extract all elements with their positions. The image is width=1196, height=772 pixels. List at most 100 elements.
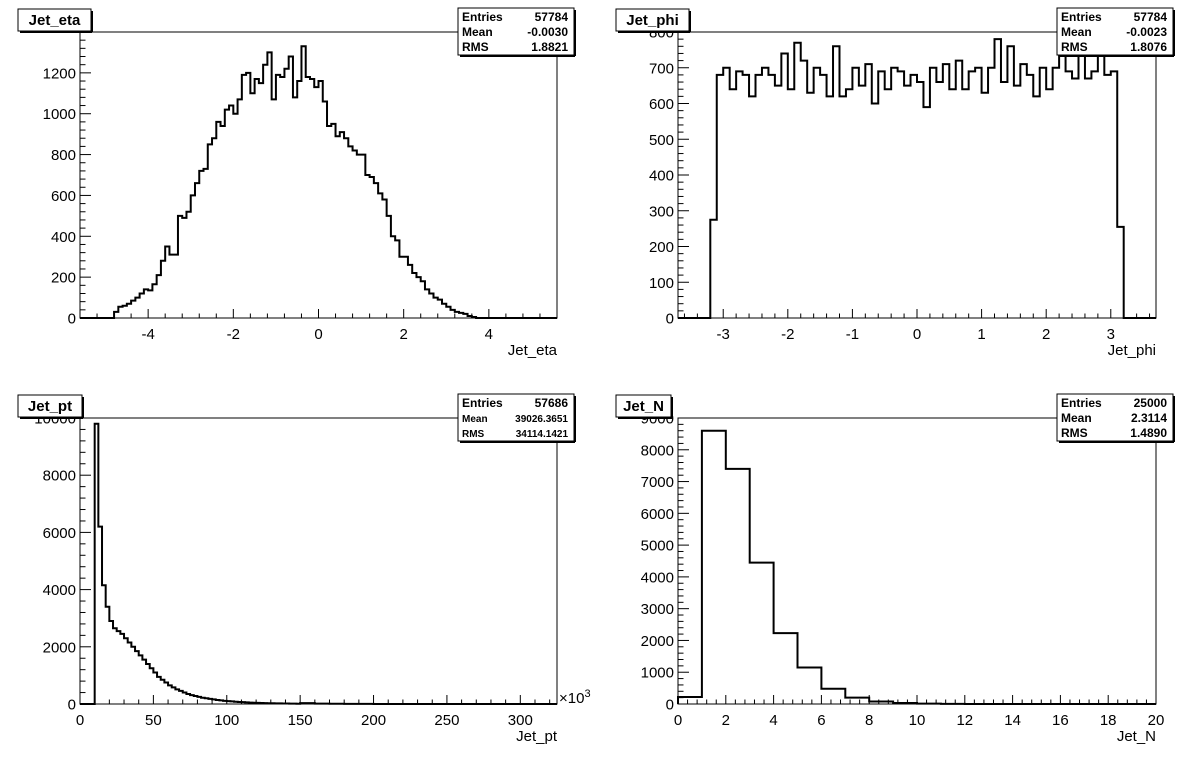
x-tick-label: 300 [508, 712, 533, 729]
x-tick-label: 6 [817, 712, 825, 729]
histogram-outline [678, 38, 1156, 319]
x-tick-label: 4 [485, 326, 493, 343]
y-tick-label: 6000 [43, 525, 76, 542]
stats-label: RMS [1061, 426, 1088, 440]
y-tick-label: 8000 [641, 442, 674, 459]
x-tick-label: 2 [1042, 326, 1050, 343]
stats-label: RMS [462, 429, 485, 440]
y-tick-label: 600 [649, 96, 674, 113]
y-tick-label: 6000 [641, 506, 674, 523]
x-tick-label: 0 [674, 712, 682, 729]
x-tick-label: 2 [400, 326, 408, 343]
histogram-panel-jet-pt: 0200040006000800010000050100150200250300… [17, 393, 591, 745]
y-tick-label: 500 [649, 132, 674, 149]
x-axis-title: Jet_pt [516, 728, 558, 745]
y-tick-label: 4000 [43, 582, 76, 599]
stats-value: 34114.1421 [516, 429, 569, 440]
y-tick-label: 1200 [43, 65, 76, 82]
x-axis-title: Jet_eta [508, 342, 558, 359]
x-tick-label: -2 [227, 326, 240, 343]
y-tick-label: 800 [51, 147, 76, 164]
stats-value: 39026.3651 [515, 414, 568, 425]
stats-label: Entries [1061, 396, 1102, 410]
histogram-title: Jet_pt [28, 398, 72, 415]
x-tick-label: 200 [361, 712, 386, 729]
x-tick-label: 50 [145, 712, 162, 729]
stats-value: 1.4890 [1130, 426, 1167, 440]
y-tick-label: 700 [649, 60, 674, 77]
stats-value: 1.8076 [1130, 40, 1167, 54]
x-tick-label: 12 [956, 712, 973, 729]
stats-value: 1.8821 [531, 40, 568, 54]
x-tick-label: 18 [1100, 712, 1117, 729]
stats-box-frame [457, 7, 575, 56]
stats-label: RMS [1061, 40, 1088, 54]
y-tick-label: 0 [68, 697, 76, 714]
stats-box: Entries 57784 Mean -0.0030 RMS 1.8821 [457, 7, 576, 57]
stats-box: Entries 57686 Mean 39026.3651 RMS 34114.1421 [457, 393, 576, 443]
stats-box: Entries 25000 Mean 2.3114 RMS 1.4890 [1056, 393, 1175, 443]
histogram-panel-jet-phi: 0100200300400500600700800-3-2-10123Jet_p… [615, 7, 1175, 359]
stats-value: 57784 [535, 10, 569, 24]
y-tick-label: 4000 [641, 569, 674, 586]
x-tick-label: 150 [288, 712, 313, 729]
y-tick-label: 2000 [641, 633, 674, 650]
stats-label: Mean [1061, 411, 1092, 425]
stats-value: 57686 [535, 396, 569, 410]
y-tick-label: 200 [649, 239, 674, 256]
x-tick-label: 0 [913, 326, 921, 343]
x-tick-label: -2 [781, 326, 794, 343]
y-tick-label: 1000 [43, 106, 76, 123]
x-tick-label: 14 [1004, 712, 1021, 729]
x-axis-title: Jet_N [1117, 728, 1156, 745]
x-tick-label: 10 [909, 712, 926, 729]
stats-label: Entries [1061, 10, 1102, 24]
plot-frame [79, 417, 558, 705]
stats-box-frame [457, 393, 575, 442]
y-tick-label: 7000 [641, 474, 674, 491]
x-axis-multiplier: ×103 [559, 688, 591, 707]
stats-value: 2.3114 [1131, 411, 1167, 425]
y-tick-label: 400 [649, 168, 674, 185]
x-axis-title: Jet_phi [1108, 342, 1156, 359]
stats-label: Mean [462, 414, 488, 425]
x-tick-label: 250 [434, 712, 459, 729]
stats-label: Mean [462, 25, 493, 39]
y-tick-label: 400 [51, 229, 76, 246]
histogram-panel-jet-n: 0100020003000400050006000700080009000024… [615, 393, 1175, 745]
y-tick-label: 100 [649, 275, 674, 292]
y-tick-label: 300 [649, 203, 674, 220]
stats-value: 25000 [1134, 396, 1168, 410]
histogram-title-box: Jet_N [615, 394, 673, 419]
y-tick-label: 8000 [43, 468, 76, 485]
histogram-outline [80, 45, 557, 319]
stats-box-frame [1056, 7, 1174, 56]
y-tick-label: 3000 [641, 601, 674, 618]
x-tick-label: 100 [214, 712, 239, 729]
histogram-outline [677, 429, 1156, 705]
x-tick-label: -4 [141, 326, 154, 343]
x-tick-label: -1 [846, 326, 859, 343]
histogram-panel-jet-eta: 0 200 400 600 800 1000 1200 -4 -2 0 2 4 Jet_eta Jet_e… [17, 7, 576, 359]
y-tick-label: 1000 [641, 665, 674, 682]
x-tick-label: 1 [977, 326, 985, 343]
stats-label: Entries [462, 10, 503, 24]
y-tick-label: 200 [51, 270, 76, 287]
y-tick-label: 600 [51, 188, 76, 205]
x-tick-label: 8 [865, 712, 873, 729]
x-tick-label: 16 [1052, 712, 1069, 729]
y-tick-label: 2000 [43, 639, 76, 656]
histogram-title-box: Jet_phi [615, 8, 691, 33]
histogram-title: Jet_eta [29, 12, 81, 29]
y-tick-label: 5000 [641, 538, 674, 555]
stats-label: Entries [462, 396, 503, 410]
histogram-title-box: Jet_pt [17, 394, 84, 419]
x-tick-label: 4 [769, 712, 777, 729]
x-tick-label: 0 [76, 712, 84, 729]
stats-value: -0.0030 [527, 25, 568, 39]
stats-label: RMS [462, 40, 489, 54]
stats-box: Entries 57784 Mean -0.0023 RMS 1.8076 [1056, 7, 1175, 57]
x-tick-label: 20 [1148, 712, 1165, 729]
